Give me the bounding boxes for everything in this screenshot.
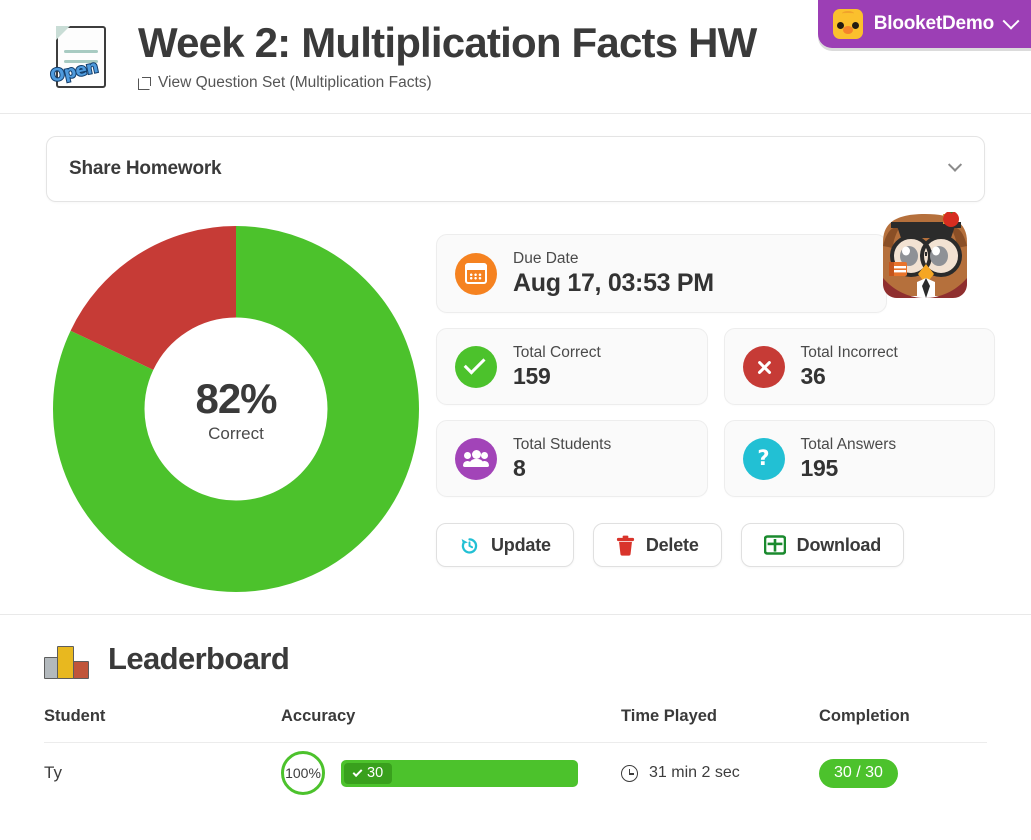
column-header-student: Student — [44, 707, 106, 725]
stat-label: Total Answers — [800, 436, 897, 454]
donut-svg — [53, 226, 419, 592]
stat-value: 8 — [513, 454, 526, 481]
stat-text-block: Total Answers 195 — [801, 435, 897, 482]
accuracy-cell: 100% 30 — [281, 751, 621, 795]
table-row[interactable]: Ty 100% 30 31 min 2 sec 30 / 30 — [44, 743, 987, 803]
stat-row-1: Total Correct 159 Total Incorrect 36 — [436, 328, 995, 406]
homework-document-icon: Open — [47, 22, 112, 94]
leaderboard-header: Leaderboard — [0, 615, 1031, 679]
owl-mascot-icon — [883, 212, 967, 298]
chevron-down-icon — [1002, 12, 1020, 30]
stat-value: 159 — [513, 362, 551, 389]
table-header-row: Student Accuracy Time Played Completion — [44, 707, 987, 743]
trash-icon — [616, 535, 634, 556]
accuracy-donut-chart: 82% Correct — [53, 226, 419, 592]
clock-icon — [621, 764, 638, 782]
stat-text-block: Total Incorrect 36 — [801, 343, 898, 390]
calendar-icon — [455, 252, 497, 295]
leaderboard-table: Student Accuracy Time Played Completion … — [44, 707, 987, 803]
stat-card-total-correct: Total Correct 159 — [436, 328, 708, 406]
stat-label: Total Incorrect — [800, 344, 898, 362]
external-link-icon — [138, 76, 151, 90]
stat-text-block: Total Students 8 — [513, 435, 611, 482]
student-name: Ty — [44, 763, 62, 782]
stat-card-due-date: Due Date Aug 17, 03:53 PM — [436, 234, 887, 314]
action-button-row: Update Delete Download — [436, 523, 995, 568]
accuracy-chart-column: 82% Correct — [36, 220, 436, 592]
accuracy-bar: 30 — [341, 759, 578, 787]
document-line — [64, 59, 98, 63]
stat-value: 36 — [800, 362, 826, 389]
download-button[interactable]: Download — [740, 523, 905, 568]
history-icon — [461, 538, 478, 554]
update-button-label: Update — [491, 534, 551, 555]
download-button-label: Download — [796, 534, 882, 555]
x-circle-icon — [742, 345, 785, 388]
people-icon — [455, 437, 497, 480]
stat-label: Total Students — [513, 436, 612, 454]
header-text-block: Week 2: Multiplication Facts HW View Que… — [138, 18, 757, 92]
stat-card-total-students: Total Students 8 — [436, 420, 708, 498]
stat-label: Due Date — [513, 250, 579, 267]
share-section: Share Homework — [0, 114, 1031, 202]
user-menu-button[interactable]: BlooketDemo — [817, 0, 1031, 48]
stat-text-block: Due Date Aug 17, 03:53 PM — [513, 249, 714, 298]
completion-cell: 30 / 30 — [819, 758, 987, 788]
accuracy-ring: 100% — [281, 751, 325, 795]
time-played-value: 31 min 2 sec — [649, 764, 740, 781]
completion-badge: 30 / 30 — [819, 758, 898, 788]
page-title: Week 2: Multiplication Facts HW — [138, 18, 757, 66]
correct-count: 30 — [367, 765, 384, 781]
check-icon — [352, 766, 363, 777]
delete-button[interactable]: Delete — [592, 523, 722, 568]
stats-column: Due Date Aug 17, 03:53 PM Total Correct … — [436, 212, 995, 592]
page-header: Open Week 2: Multiplication Facts HW Vie… — [0, 0, 1031, 114]
question-set-link[interactable]: View Question Set (Multiplication Facts) — [138, 74, 757, 92]
chevron-down-icon — [947, 157, 963, 172]
document-line — [64, 49, 98, 53]
stat-value: Aug 17, 03:53 PM — [513, 269, 714, 298]
column-header-time-played: Time Played — [621, 707, 717, 725]
question-icon: ? — [742, 437, 785, 480]
podium-icon — [44, 639, 90, 679]
stat-value: 195 — [800, 454, 839, 481]
spreadsheet-icon — [763, 535, 786, 556]
stat-card-total-incorrect: Total Incorrect 36 — [723, 328, 995, 406]
stat-text-block: Total Correct 159 — [513, 343, 601, 390]
stat-row-2: Total Students 8 ? Total Answers 195 — [436, 420, 995, 498]
share-homework-label: Share Homework — [69, 158, 222, 179]
update-button[interactable]: Update — [436, 523, 574, 568]
leaderboard-title: Leaderboard — [108, 641, 290, 676]
stat-card-total-answers: ? Total Answers 195 — [723, 420, 995, 498]
chick-avatar-icon — [832, 9, 863, 39]
check-circle-icon — [455, 345, 497, 388]
column-header-accuracy: Accuracy — [281, 707, 356, 725]
overview-section: 82% Correct — [0, 202, 1031, 592]
donut-slice-incorrect — [53, 226, 419, 592]
time-played-cell: 31 min 2 sec — [621, 764, 819, 782]
stat-label: Total Correct — [513, 344, 601, 362]
accuracy-bar-correct-segment: 30 — [344, 762, 393, 784]
delete-button-label: Delete — [645, 534, 699, 555]
column-header-completion: Completion — [819, 707, 910, 725]
user-name-label: BlooketDemo — [873, 13, 994, 34]
share-homework-accordion[interactable]: Share Homework — [46, 136, 985, 202]
document-fold — [56, 25, 70, 40]
section-divider — [0, 614, 1031, 615]
question-set-link-label: View Question Set (Multiplication Facts) — [158, 74, 432, 92]
